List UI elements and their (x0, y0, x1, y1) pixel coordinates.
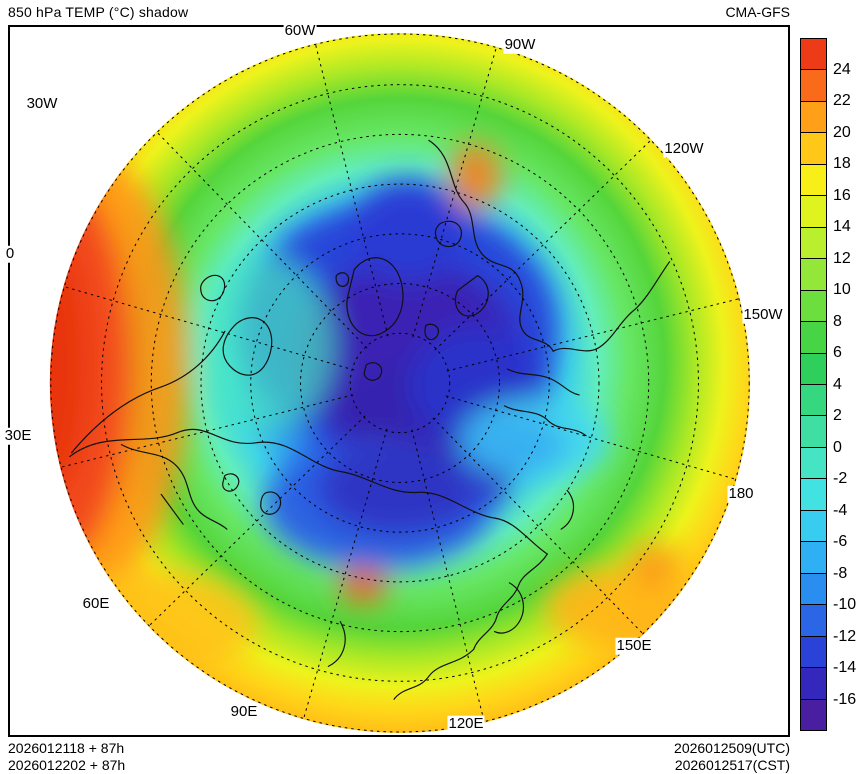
colorbar-band (801, 604, 826, 636)
colorbar-tick: 10 (833, 281, 851, 298)
colorbar-band (801, 509, 826, 542)
colorbar-tick: -16 (833, 690, 857, 708)
lon-label-120w: 120W (663, 139, 705, 158)
colorbar-tick: -14 (833, 659, 857, 676)
lon-label-180: 180 (727, 484, 755, 503)
colorbar-band (801, 383, 826, 416)
colorbar-tick: 12 (833, 249, 851, 267)
colorbar-band (801, 352, 826, 384)
colorbar-band (801, 572, 826, 605)
colorbar-tick: 22 (833, 92, 851, 109)
colorbar-tick: 4 (833, 375, 842, 393)
polar-map (49, 32, 751, 734)
colorbar-band (801, 667, 826, 699)
page-title: 850 hPa TEMP (°C) shadow (8, 4, 189, 20)
valid-time-cst: 2026012517(CST) (674, 757, 790, 773)
colorbar (800, 38, 827, 731)
lon-label-30e: 30E (3, 426, 33, 445)
model-name: CMA-GFS (725, 4, 790, 20)
coastlines (69, 139, 671, 700)
map-frame (8, 25, 790, 737)
colorbar-band (801, 541, 826, 573)
lon-label-90w: 90W (503, 35, 537, 54)
colorbar-band (801, 226, 826, 259)
colorbar-band (801, 195, 826, 227)
colorbar-tick: 24 (833, 60, 851, 78)
init-time-line1: 2026012118 + 87h (8, 740, 125, 756)
colorbar-band (801, 163, 826, 196)
colorbar-tick: 2 (833, 407, 842, 424)
colorbar-tick: -10 (833, 596, 857, 613)
lon-label-90e: 90E (229, 702, 259, 721)
lon-label-150e: 150E (615, 636, 653, 655)
colorbar-tick: -2 (833, 470, 848, 487)
colorbar-band (801, 698, 826, 730)
colorbar-tick: 0 (833, 438, 842, 456)
colorbar-tick: 8 (833, 312, 842, 330)
colorbar-band (801, 321, 826, 353)
lon-label-60w: 60W (283, 21, 317, 40)
colorbar-tick: 16 (833, 186, 851, 204)
colorbar-tick: -12 (833, 627, 857, 645)
colorbar-band (801, 39, 826, 70)
colorbar-tick: -4 (833, 501, 848, 519)
colorbar-band (801, 415, 826, 447)
colorbar-band (801, 132, 826, 164)
valid-time-utc: 2026012509(UTC) (674, 740, 790, 756)
colorbar-tick: 18 (833, 155, 851, 172)
colorbar-band (801, 69, 826, 101)
colorbar-band (801, 100, 826, 133)
lon-label-30w: 30W (25, 94, 59, 113)
colorbar-tick: 20 (833, 123, 851, 141)
colorbar-tick: 6 (833, 344, 842, 361)
temperature-anomalies (49, 142, 689, 679)
colorbar-tick: 14 (833, 218, 851, 235)
lon-label-120e: 120E (447, 714, 485, 733)
lon-label-60e: 60E (81, 594, 111, 613)
colorbar-tick: -6 (833, 533, 848, 550)
colorbar-band (801, 446, 826, 479)
colorbar-band (801, 635, 826, 668)
colorbar-ticks: 24 22 20 18 16 14 12 10 8 6 4 2 0 -2 -4 -6 -8 -10 -12 -14 -1… (833, 38, 860, 731)
colorbar-tick: -8 (833, 564, 848, 582)
colorbar-band (801, 289, 826, 322)
colorbar-band (801, 258, 826, 290)
lon-label-0: 0 (4, 244, 16, 263)
lon-label-150w: 150W (742, 305, 784, 324)
graticule (50, 33, 750, 733)
colorbar-band (801, 478, 826, 510)
init-time-line2: 2026012202 + 87h (8, 757, 126, 773)
